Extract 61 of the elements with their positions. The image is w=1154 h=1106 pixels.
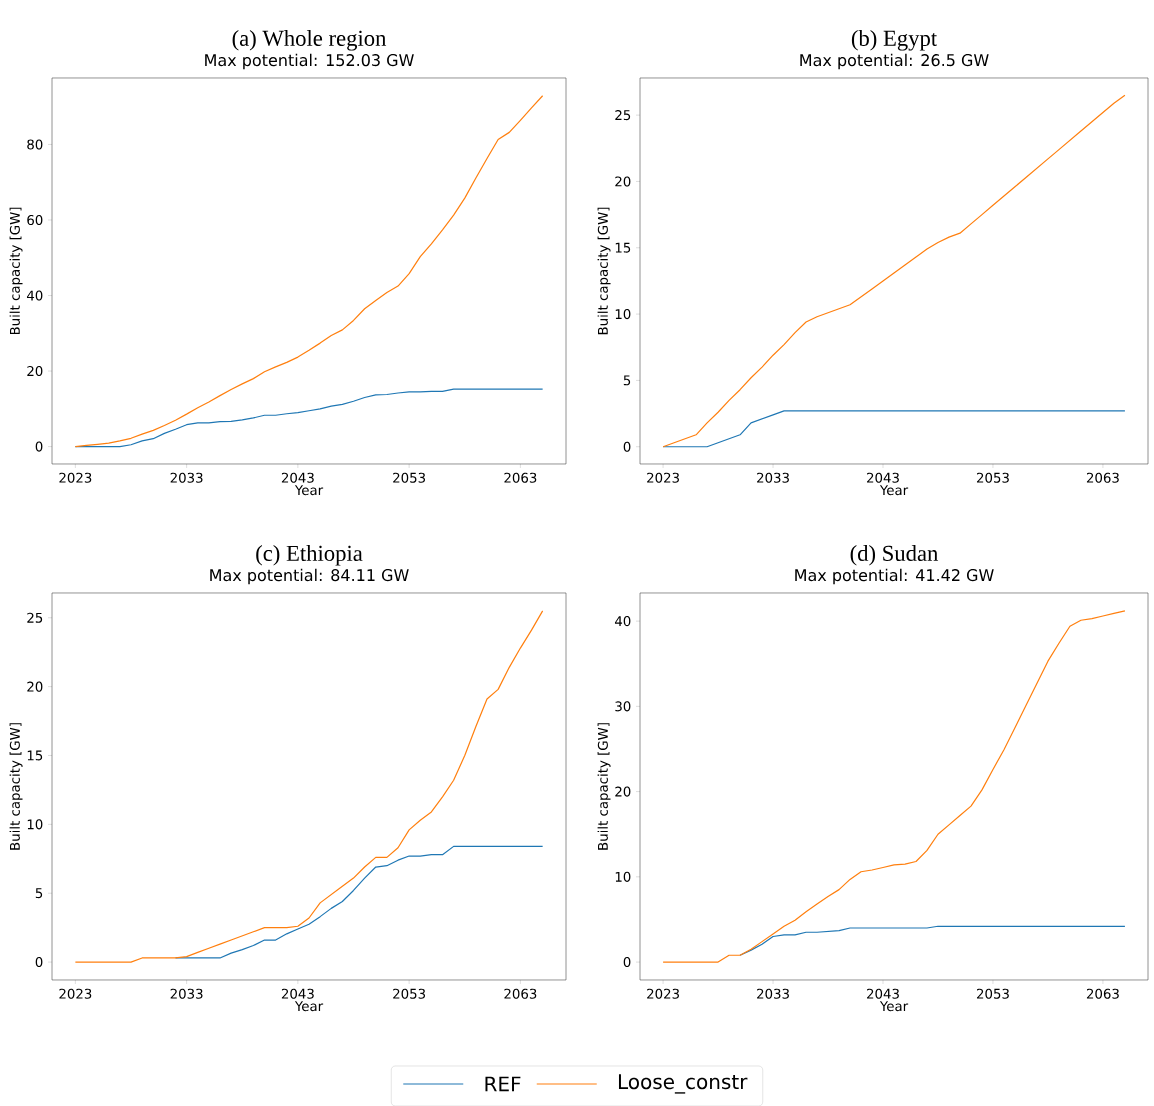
x-tick-label: 2063 bbox=[1086, 472, 1119, 483]
y-tick-label: 60 bbox=[27, 214, 43, 226]
y-tick-label: 20 bbox=[615, 786, 631, 797]
y-axis-title: Built capacity [GW] bbox=[597, 207, 611, 335]
y-tick-label: 40 bbox=[26, 290, 43, 301]
line-series bbox=[74, 95, 544, 448]
legend-label: REF bbox=[485, 1076, 521, 1092]
x-tick-label: 2023 bbox=[647, 988, 679, 999]
y-tick-label: 15 bbox=[615, 242, 631, 253]
x-tick-label: 2043 bbox=[867, 472, 899, 483]
x-axis-title: Year bbox=[879, 485, 909, 496]
y-tick-label: 10 bbox=[27, 819, 43, 830]
y-tick-label: 0 bbox=[35, 441, 43, 452]
y-tick-label: 20 bbox=[615, 176, 631, 187]
x-tick-label: 2043 bbox=[281, 472, 314, 483]
y-tick-label: 30 bbox=[615, 701, 631, 712]
x-tick-label: 2033 bbox=[170, 988, 203, 999]
chart-title: (c) Ethiopia bbox=[256, 545, 363, 566]
y-tick-label: 20 bbox=[27, 681, 43, 692]
x-tick-label: 2023 bbox=[647, 472, 679, 483]
x-axis-title: Year bbox=[294, 485, 324, 496]
y-tick-label: 10 bbox=[615, 309, 631, 320]
y-axis-title: Built capacity [GW] bbox=[9, 723, 23, 850]
chart-title: (b) Egypt bbox=[851, 29, 937, 51]
y-tick-label: 15 bbox=[27, 750, 43, 761]
y-axis-title: Built capacity [GW] bbox=[9, 207, 23, 335]
y-tick-label: 25 bbox=[27, 612, 43, 623]
x-tick-label: 2053 bbox=[393, 472, 426, 483]
y-tick-label: 40 bbox=[614, 616, 631, 627]
chart-subtitle: Max potential: 152.03 GW bbox=[205, 53, 414, 70]
y-tick-label: 5 bbox=[623, 375, 631, 386]
x-tick-label: 2023 bbox=[59, 988, 92, 999]
chart-title: (a) Whole region bbox=[232, 29, 387, 51]
x-tick-label: 2063 bbox=[1086, 988, 1119, 999]
y-tick-label: 0 bbox=[35, 957, 43, 968]
chart-subtitle: Max potential: 26.5 GW bbox=[800, 53, 989, 70]
y-axis-title: Built capacity [GW] bbox=[597, 723, 611, 850]
x-tick-label: 2033 bbox=[757, 988, 789, 999]
x-tick-label: 2023 bbox=[59, 472, 92, 483]
y-tick-label: 25 bbox=[615, 110, 631, 121]
x-tick-label: 2063 bbox=[504, 472, 537, 483]
x-axis-title: Year bbox=[294, 1001, 324, 1012]
legend-label: Loose_constr bbox=[618, 1074, 748, 1094]
x-tick-label: 2043 bbox=[867, 988, 899, 999]
chart-subtitle: Max potential: 41.42 GW bbox=[795, 568, 994, 585]
y-tick-label: 0 bbox=[623, 957, 631, 968]
y-tick-label: 5 bbox=[35, 888, 43, 899]
x-tick-label: 2053 bbox=[393, 988, 426, 999]
x-tick-label: 2063 bbox=[504, 988, 537, 999]
y-tick-label: 0 bbox=[623, 441, 631, 452]
x-axis-title: Year bbox=[879, 1001, 909, 1012]
x-tick-label: 2053 bbox=[976, 988, 1009, 999]
x-tick-label: 2043 bbox=[281, 988, 314, 999]
x-tick-label: 2033 bbox=[757, 472, 789, 483]
y-tick-label: 80 bbox=[27, 139, 43, 150]
y-tick-label: 10 bbox=[615, 871, 631, 882]
chart-title: (d) Sudan bbox=[850, 545, 939, 566]
x-tick-label: 2033 bbox=[170, 472, 203, 483]
chart-subtitle: Max potential: 84.11 GW bbox=[210, 568, 409, 585]
x-tick-label: 2053 bbox=[976, 472, 1009, 483]
y-tick-label: 20 bbox=[27, 366, 43, 377]
